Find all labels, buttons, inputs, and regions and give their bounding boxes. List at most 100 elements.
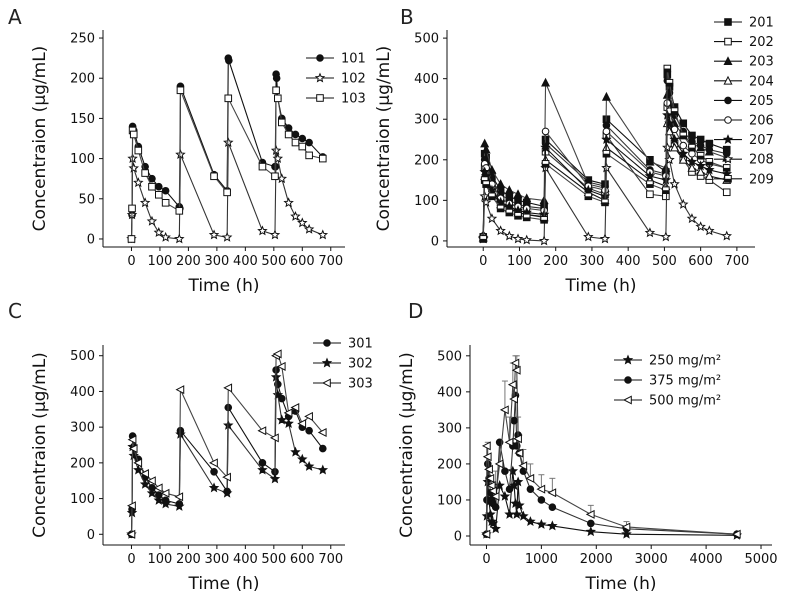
legend-label: 206 [749, 114, 774, 129]
data-point [297, 419, 307, 429]
legend-label: 102 [341, 72, 366, 87]
legend-marker [724, 96, 732, 105]
data-point [141, 169, 149, 177]
panel-d: D 0 1000 2000 3000 4000 5000 0 100 200 300 400 500 Ti… [397, 299, 778, 594]
legend-label: 302 [348, 357, 373, 372]
data-point [129, 130, 138, 139]
data-point [504, 200, 515, 211]
panel-c: C0 100 200 300 400 500 600 7000100200300400500T… [8, 299, 373, 594]
series-line [485, 471, 737, 536]
series-1 [481, 465, 743, 540]
data-point [537, 496, 546, 504]
data-point-half [506, 212, 513, 216]
data-point [133, 177, 144, 188]
data-point [127, 235, 136, 243]
data-point [210, 467, 218, 476]
data-point [487, 164, 497, 174]
x-tick-label: 600 [290, 552, 315, 567]
data-point [645, 156, 655, 166]
legend-marker [722, 134, 734, 145]
data-point [161, 198, 170, 207]
data-point-half [671, 111, 678, 115]
data-point [522, 193, 532, 203]
data-point [513, 434, 522, 444]
x-tick-label: 0 [479, 254, 487, 269]
data-point [276, 361, 286, 371]
x-tick-label: 400 [233, 254, 258, 269]
data-point [509, 394, 518, 404]
data-point [128, 204, 136, 213]
data-point [538, 235, 550, 246]
data-point [155, 190, 163, 199]
x-tick-label: 300 [204, 254, 229, 269]
data-point-half [482, 184, 490, 188]
data-point-half [662, 190, 670, 194]
data-point [518, 461, 528, 471]
y-tick-label: 300 [414, 113, 439, 128]
data-point [587, 519, 595, 528]
data-point [481, 144, 491, 154]
data-point [175, 207, 184, 215]
x-tick-label: 200 [543, 254, 568, 269]
data-point [305, 151, 313, 160]
data-point [153, 483, 163, 493]
data-point [257, 225, 268, 236]
data-point [705, 145, 714, 154]
data-point [512, 476, 524, 487]
data-point [486, 481, 496, 491]
data-point [175, 385, 185, 395]
data-point [272, 74, 281, 83]
x-tick-label: 100 [148, 552, 173, 567]
data-point-half [646, 184, 654, 188]
x-tick-label: 0 [127, 254, 135, 269]
data-point [496, 179, 506, 188]
data-point-half [601, 202, 609, 206]
legend-label: 202 [749, 35, 774, 50]
data-point [290, 210, 301, 221]
data-point [490, 523, 501, 534]
data-point [525, 473, 535, 483]
data-point [257, 426, 267, 436]
y-tick-label: 100 [414, 194, 439, 209]
y-tick-label: 500 [70, 349, 95, 364]
data-point [721, 230, 732, 241]
data-point [686, 213, 698, 224]
legend-marker-half [724, 178, 732, 183]
x-tick-label: 700 [724, 254, 749, 269]
data-point [526, 485, 535, 493]
legend-label: 101 [341, 52, 366, 67]
y-tick-label: 50 [78, 192, 95, 207]
data-point [210, 172, 218, 181]
data-point [646, 190, 654, 199]
data-point [662, 109, 673, 120]
data-point [128, 162, 139, 173]
data-point [140, 469, 149, 479]
data-point [484, 464, 493, 474]
data-point [504, 508, 515, 519]
data-point [599, 233, 611, 244]
y-tick-label: 200 [414, 153, 439, 168]
data-point [481, 441, 491, 451]
data-point [146, 215, 158, 226]
data-point [304, 411, 313, 421]
y-tick-label: 500 [414, 32, 439, 47]
data-point [318, 154, 327, 163]
data-point [128, 450, 139, 461]
data-point [731, 529, 741, 539]
data-point [482, 452, 492, 462]
y-axis-title: Concentraion (μg/mL) [30, 46, 50, 232]
data-point-half [514, 215, 522, 220]
data-point [499, 490, 511, 501]
data-point [134, 146, 143, 155]
data-point [291, 138, 300, 147]
y-tick-label: 0 [87, 232, 95, 247]
data-point [223, 188, 231, 197]
data-point [148, 182, 156, 191]
data-point [176, 86, 185, 95]
x-tick-label: 400 [233, 552, 258, 567]
data-point [148, 174, 156, 183]
x-tick-label: 3000 [635, 552, 668, 567]
data-point [547, 520, 558, 531]
data-point [488, 486, 497, 496]
data-point [722, 149, 731, 158]
